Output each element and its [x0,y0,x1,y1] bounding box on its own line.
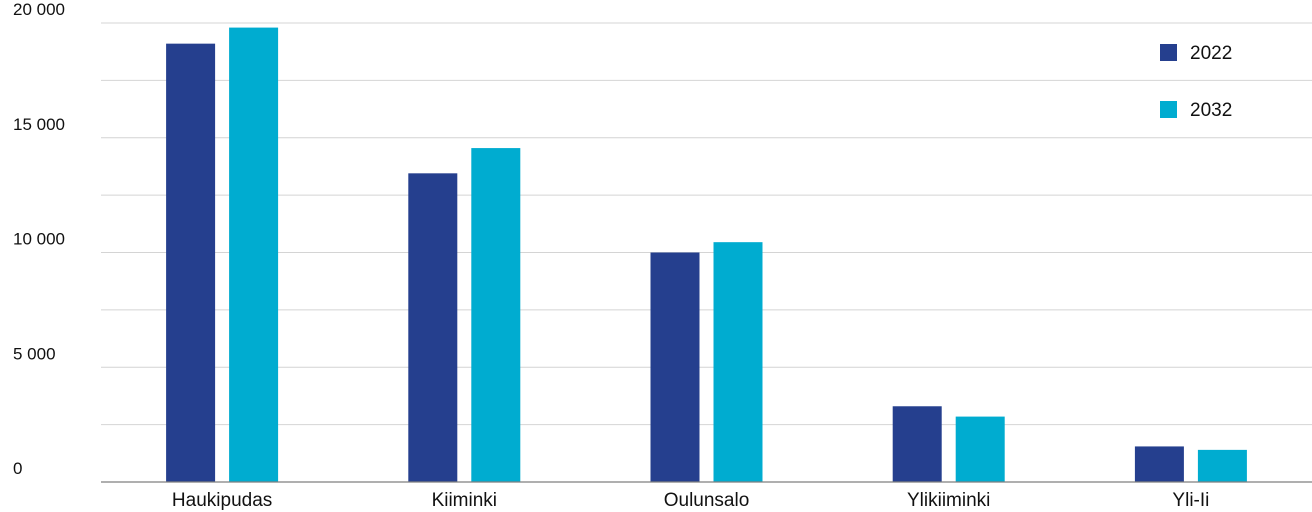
y-tick-label: 5 000 [13,344,56,363]
y-tick-label: 15 000 [13,115,65,134]
legend-swatch [1160,101,1177,118]
legend: 2022 2032 [1160,43,1232,121]
x-category-label: Kiiminki [432,490,497,511]
x-category-label: Haukipudas [172,490,272,511]
bars [166,27,1247,483]
bar-haukipudas-2022 [166,43,216,482]
legend-swatch [1160,44,1177,61]
bar-oulunsalo-2032 [713,242,763,482]
y-tick-label: 10 000 [13,230,65,249]
x-category-label: Oulunsalo [664,490,750,511]
bar-kiiminki-2032 [471,148,521,482]
x-category-label: Ylikiiminki [907,490,990,511]
y-tick-label: 0 [13,459,22,478]
bar-kiiminki-2022 [408,173,458,482]
bar-yli-ii-2022 [1134,446,1184,482]
bar-oulunsalo-2022 [650,252,700,482]
legend-label: 2032 [1190,100,1232,121]
bar-yli-ii-2032 [1197,449,1247,482]
bar-haukipudas-2032 [229,27,279,483]
legend-label: 2022 [1190,43,1232,64]
x-axis-categories: Haukipudas Kiiminki Oulunsalo Ylikiiminki Yl… [172,490,1209,511]
bar-ylikiiminki-2032 [955,416,1005,482]
x-category-label: Yli-Ii [1172,490,1209,511]
y-tick-label: 20 000 [13,0,65,19]
y-axis-ticks: 0 5 000 10 000 15 000 20 000 [13,0,65,478]
bar-ylikiiminki-2022 [892,406,942,482]
gridlines [101,22,1312,426]
